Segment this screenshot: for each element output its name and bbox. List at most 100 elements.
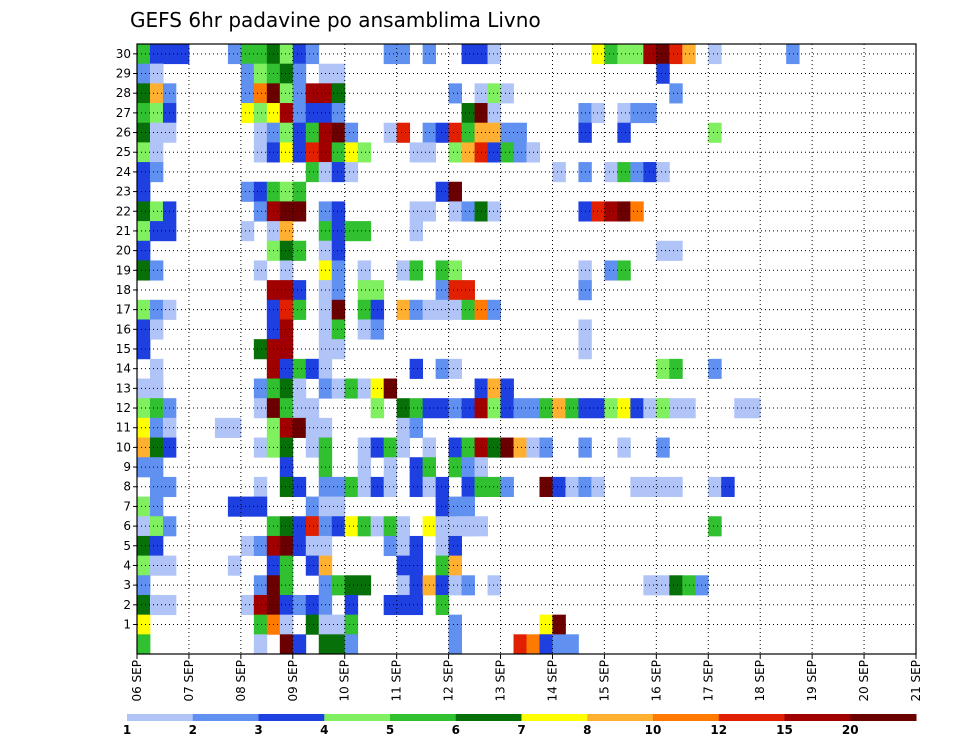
y-tick-label: 6 <box>123 519 131 533</box>
heatmap-cell <box>149 496 164 517</box>
heatmap-cell <box>149 221 177 242</box>
heatmap-cell <box>253 594 268 616</box>
heatmap-cell <box>448 142 462 163</box>
heatmap-cell <box>331 378 346 399</box>
heatmap-cell <box>305 142 320 163</box>
heatmap-cell <box>474 122 501 143</box>
heatmap-cell <box>305 437 320 458</box>
heatmap-cell <box>279 299 294 320</box>
heatmap-cell <box>487 142 501 163</box>
heatmap-cell <box>344 476 359 497</box>
heatmap-cell <box>435 535 449 557</box>
heatmap-cell <box>786 44 800 65</box>
x-tick-label: 20 SEP <box>857 660 871 702</box>
heatmap-cell <box>396 299 411 320</box>
heatmap-cell <box>448 437 462 458</box>
heatmap-cell <box>448 83 462 104</box>
heatmap-cell <box>292 476 307 497</box>
heatmap-cell <box>643 162 657 183</box>
heatmap-cell <box>500 142 514 163</box>
heatmap-cell <box>331 240 346 261</box>
colorbar-label: 1 <box>123 723 131 737</box>
heatmap-cell <box>279 378 294 399</box>
heatmap-cell <box>357 319 372 340</box>
heatmap-cell <box>487 398 501 419</box>
heatmap-cell <box>357 516 372 537</box>
heatmap-cell <box>487 299 501 320</box>
heatmap-cell <box>461 201 475 222</box>
heatmap-cell <box>305 516 320 537</box>
heatmap-cell <box>137 142 151 163</box>
heatmap-cell <box>253 535 268 557</box>
y-tick-label: 13 <box>116 381 131 395</box>
y-axis: 1234567891011121314151617181920212223242… <box>116 47 137 631</box>
heatmap-cell <box>279 594 294 616</box>
heatmap-cell <box>344 162 359 183</box>
heatmap-cell <box>656 358 670 379</box>
y-tick-label: 8 <box>123 480 131 494</box>
heatmap-cell <box>734 398 761 419</box>
heatmap-cell <box>383 122 398 143</box>
y-tick-label: 21 <box>116 224 131 238</box>
heatmap-cell <box>137 240 151 261</box>
heatmap-cell <box>409 201 437 222</box>
heatmap-cell <box>539 634 553 655</box>
heatmap-cell <box>149 201 164 222</box>
heatmap-cell <box>383 44 411 65</box>
colorbar-label: 10 <box>645 723 662 737</box>
heatmap-cell <box>396 516 411 537</box>
heatmap-cell <box>617 162 631 183</box>
heatmap-cell <box>331 476 346 497</box>
heatmap-cell <box>137 457 164 478</box>
heatmap-cell <box>253 201 268 222</box>
heatmap-cell <box>409 142 437 163</box>
colorbar-swatch <box>784 714 851 721</box>
heatmap-cell <box>149 122 177 143</box>
heatmap-cell <box>435 555 449 576</box>
heatmap-cell <box>137 83 151 104</box>
heatmap-cell <box>435 496 449 517</box>
heatmap-cell <box>383 476 398 497</box>
heatmap-cell <box>435 575 449 596</box>
heatmap-cell <box>149 299 164 320</box>
heatmap-cell <box>318 634 346 655</box>
y-tick-label: 4 <box>123 558 131 572</box>
colorbar-swatch <box>324 714 391 721</box>
heatmap-cell <box>149 103 164 124</box>
heatmap-cell <box>137 575 151 596</box>
colorbar-label: 3 <box>254 723 262 737</box>
colorbar-swatch <box>127 714 194 721</box>
heatmap-cell <box>279 83 294 104</box>
heatmap-cell <box>149 594 177 616</box>
heatmap-cell <box>396 437 411 458</box>
heatmap-cell <box>448 535 462 557</box>
heatmap-cell <box>448 260 462 281</box>
heatmap-cell <box>279 358 294 379</box>
heatmap-cell <box>331 201 346 222</box>
heatmap-cell <box>591 201 605 222</box>
heatmap-cell <box>630 476 657 497</box>
heatmap-cell <box>357 476 372 497</box>
heatmap-cell <box>617 437 631 458</box>
x-tick-label: 08 SEP <box>234 660 248 702</box>
heatmap-cell <box>137 634 151 655</box>
heatmap-cell <box>137 122 151 143</box>
heatmap-cell <box>149 417 164 438</box>
heatmap-cell <box>513 634 527 655</box>
heatmap-cell <box>266 280 294 301</box>
colorbar-swatch <box>587 714 654 721</box>
heatmap-cell <box>240 496 255 517</box>
colorbar-swatch <box>390 714 457 721</box>
heatmap-cell <box>305 535 320 557</box>
heatmap-cell <box>487 201 501 222</box>
heatmap-cell <box>253 83 268 104</box>
heatmap-cell <box>591 476 605 497</box>
heatmap-cell <box>448 398 462 419</box>
heatmap-cell <box>448 201 462 222</box>
heatmap-cell <box>149 555 177 576</box>
heatmap-cell <box>292 417 307 438</box>
colorbar-label: 6 <box>452 723 460 737</box>
heatmap-cell <box>422 398 449 419</box>
colorbar-swatch <box>192 714 259 721</box>
heatmap-cell <box>656 398 670 419</box>
